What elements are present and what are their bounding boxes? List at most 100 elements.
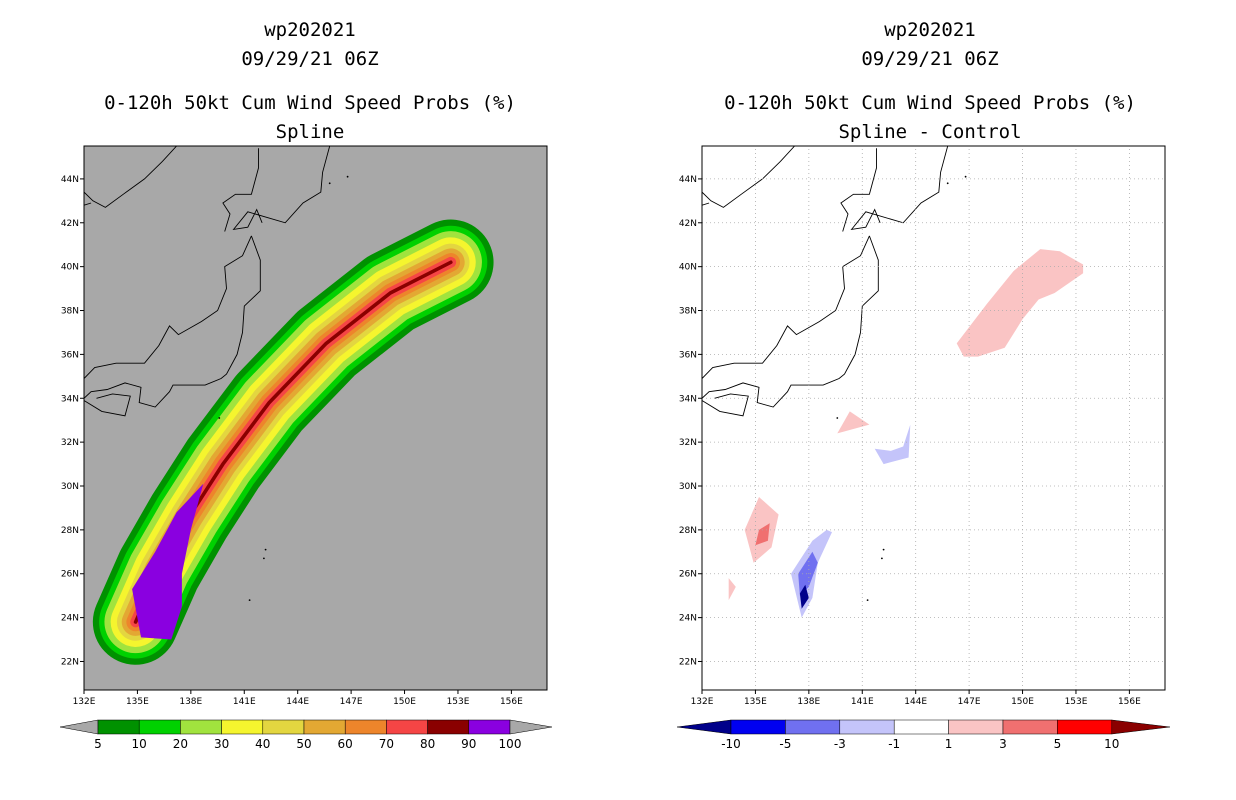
colorbar-swatch xyxy=(1002,719,1058,735)
map-frame xyxy=(83,145,548,691)
probability-core-90-100 xyxy=(132,483,204,640)
lon-tick-label: 147E xyxy=(958,697,981,707)
lat-tick-label: 26N xyxy=(61,570,79,580)
valid-time: 09/29/21 06Z xyxy=(861,48,999,70)
island xyxy=(263,557,265,560)
lon-tick-label: 150E xyxy=(393,697,416,707)
colorbar-swatch xyxy=(262,719,305,735)
colorbar-label: 40 xyxy=(255,737,270,751)
lon-tick-label: 153E xyxy=(1065,697,1088,707)
colorbar-swatch xyxy=(138,719,181,735)
lat-tick-label: 44N xyxy=(679,175,697,185)
lat-tick-label: 42N xyxy=(61,219,79,229)
right-panel-title: wp202021 09/29/21 06Z 0-120h 50kt Cum Wi… xyxy=(680,16,1180,147)
colorbar-label: 10 xyxy=(1104,737,1119,751)
colorbar-swatch xyxy=(730,719,786,735)
colorbar-label: 20 xyxy=(173,737,188,751)
island xyxy=(946,182,949,185)
colorbar-label: 90 xyxy=(461,737,476,751)
spline-map-panel: 132E 135E 138E 141E 144E 147E 150E 153E 156E 22N 2… xyxy=(61,145,548,707)
colorbar-label: -5 xyxy=(779,737,791,751)
lat-tick-label: 44N xyxy=(61,175,79,185)
colorbar-label: -3 xyxy=(834,737,846,751)
colorbar-swatch xyxy=(97,719,140,735)
colorbar-swatch xyxy=(180,719,222,735)
lon-tick-label: 135E xyxy=(126,697,149,707)
colorbar-label: 3 xyxy=(999,737,1007,751)
lon-tick-label: 156E xyxy=(1118,697,1141,707)
lat-tick-label: 36N xyxy=(61,350,79,360)
lat-tick-label: 40N xyxy=(61,263,79,273)
difference-region-negative xyxy=(874,424,911,465)
lat-tick-label: 34N xyxy=(61,394,79,404)
spline-colorbar: 5 10 20 30 40 50 60 70 80 90 100 xyxy=(59,719,553,751)
colorbar-swatch xyxy=(221,719,264,735)
colorbar-swatch xyxy=(468,719,511,735)
coastline xyxy=(84,393,131,417)
lon-tick-label: 144E xyxy=(904,697,927,707)
storm-id: wp202021 xyxy=(884,19,976,41)
colorbar-label: 30 xyxy=(214,737,229,751)
colorbar-label: 5 xyxy=(1054,737,1062,751)
island xyxy=(836,417,839,419)
colorbar-label: 70 xyxy=(379,737,394,751)
lon-tick-label: 144E xyxy=(286,697,309,707)
colorbar-end-high xyxy=(509,719,553,735)
product-title: 0-120h 50kt Cum Wind Speed Probs (%) xyxy=(724,92,1136,114)
lon-tick-label: 141E xyxy=(233,697,256,707)
coastline xyxy=(702,393,749,417)
island xyxy=(248,599,251,601)
coastline xyxy=(850,146,949,231)
difference-region-positive xyxy=(837,411,870,434)
lon-tick-label: 156E xyxy=(500,697,523,707)
coastline xyxy=(840,148,877,232)
coastline xyxy=(702,235,879,408)
lon-tick-label: 138E xyxy=(797,697,820,707)
island xyxy=(866,599,869,601)
colorbar-swatch xyxy=(893,719,949,735)
colorbar-swatch xyxy=(839,719,895,735)
panel-subtitle: Spline xyxy=(275,121,345,143)
coastline xyxy=(84,235,261,408)
island xyxy=(964,175,967,178)
colorbar-label: 80 xyxy=(420,737,435,751)
lon-tick-label: 132E xyxy=(691,697,714,707)
lat-tick-label: 38N xyxy=(61,307,79,317)
colorbar-swatch xyxy=(303,719,346,735)
colorbar-swatch xyxy=(427,719,470,735)
island xyxy=(882,548,885,551)
lat-tick-label: 32N xyxy=(679,438,697,448)
island xyxy=(881,557,883,560)
colorbar-swatch xyxy=(785,719,841,735)
island xyxy=(328,182,331,185)
panel-subtitle: Spline - Control xyxy=(838,121,1022,143)
lon-tick-label: 153E xyxy=(447,697,470,707)
colorbar-swatch xyxy=(948,719,1004,735)
colorbar-end-low xyxy=(59,719,99,735)
lat-tick-label: 28N xyxy=(61,526,79,536)
colorbar-swatch xyxy=(386,719,428,735)
storm-id: wp202021 xyxy=(264,19,356,41)
coastline xyxy=(702,146,795,208)
lat-tick-label: 42N xyxy=(679,219,697,229)
lat-tick-label: 30N xyxy=(61,482,79,492)
coastline xyxy=(702,202,710,206)
lon-tick-label: 141E xyxy=(851,697,874,707)
colorbar-label: -1 xyxy=(888,737,900,751)
island xyxy=(346,175,349,178)
lat-tick-label: 24N xyxy=(61,614,79,624)
product-title: 0-120h 50kt Cum Wind Speed Probs (%) xyxy=(104,92,516,114)
colorbar-label: 10 xyxy=(132,737,147,751)
lat-tick-label: 22N xyxy=(679,658,697,668)
map-background xyxy=(702,146,1165,690)
coastline xyxy=(84,235,252,379)
coastline xyxy=(222,148,259,232)
lat-tick-label: 22N xyxy=(61,658,79,668)
colorbar-label: 1 xyxy=(945,737,953,751)
coastline xyxy=(84,202,92,206)
island xyxy=(264,548,267,551)
difference-map-panel: 132E 135E 138E 141E 144E 147E 150E 153E 156E 22N 2… xyxy=(679,145,1166,707)
coastline xyxy=(84,146,177,208)
valid-time: 09/29/21 06Z xyxy=(241,48,379,70)
